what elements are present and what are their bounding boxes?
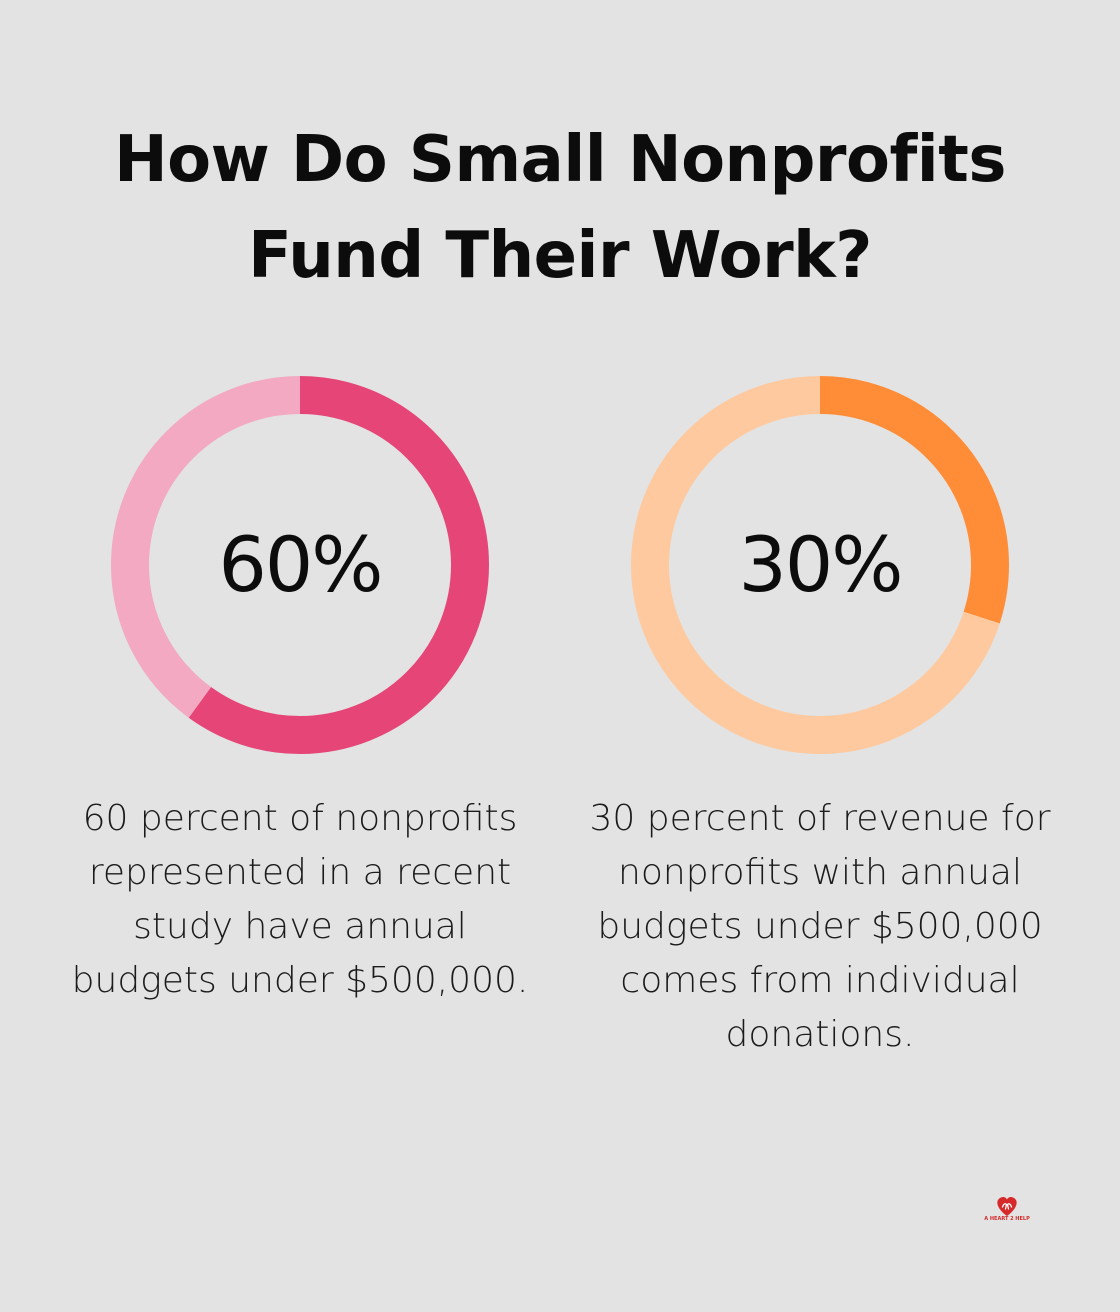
brand-logo-text: A HEART 2 HELP xyxy=(984,1216,1030,1222)
donut-chart-2-slice-2 xyxy=(631,376,1009,754)
donut-chart-2: 30% xyxy=(630,375,1010,755)
donut-chart-1-value: 60% xyxy=(218,520,384,609)
page-title: How Do Small Nonprofits Fund Their Work? xyxy=(0,112,1120,304)
donut-chart-2-caption: 30 percent of revenue for nonprofits wit… xyxy=(589,798,1051,1055)
donut-chart-1: 60% xyxy=(110,375,490,755)
donut-chart-2-svg xyxy=(631,376,1009,754)
brand-logo: A HEART 2 HELP xyxy=(982,1194,1032,1230)
donut-chart-1-svg xyxy=(111,376,489,754)
donut-chart-2-value: 30% xyxy=(738,520,904,609)
heart-hands-icon xyxy=(997,1197,1017,1216)
title-line-1: How Do Small Nonprofits xyxy=(114,123,1006,197)
donut-chart-1-caption: 60 percent of nonprofits represented in … xyxy=(71,798,529,1001)
title-line-2: Fund Their Work? xyxy=(248,219,872,293)
donut-chart-1-slice-2 xyxy=(111,376,489,754)
